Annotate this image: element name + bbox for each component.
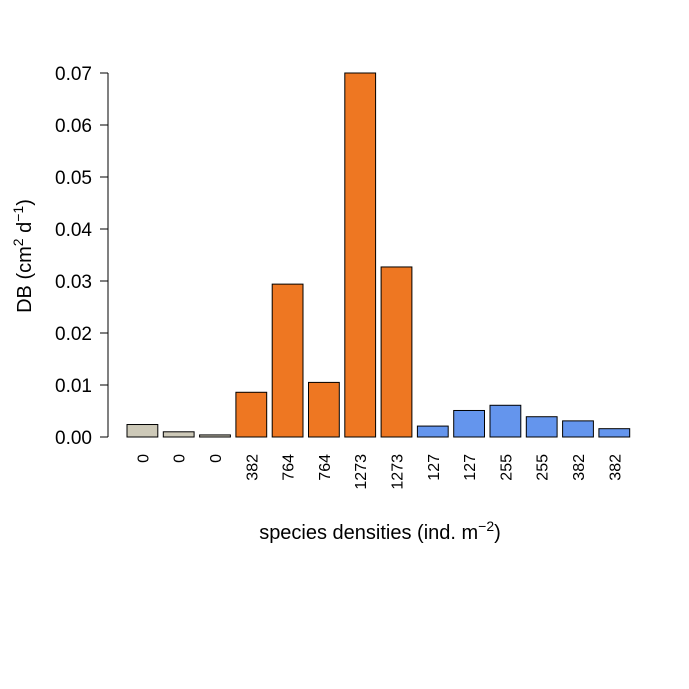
x-tick-label: 382 (244, 454, 261, 481)
bars (126, 72, 631, 438)
bar (308, 381, 340, 438)
y-axis: 0.00 0.01 0.02 0.03 0.04 0.05 0.06 0.07 (55, 64, 109, 449)
x-tick-label: 382 (571, 454, 588, 481)
bar (126, 424, 159, 438)
x-tick-label: 382 (607, 454, 624, 481)
x-tick-label: 0 (172, 454, 189, 463)
bar (489, 404, 522, 438)
bar (525, 416, 558, 438)
x-tick-label: 764 (317, 454, 334, 481)
y-tick-label: 0.03 (55, 272, 92, 293)
x-tick-label: 127 (426, 454, 443, 481)
bar (199, 434, 231, 438)
x-axis-title: species densities (ind. m−2) (259, 518, 501, 544)
y-tick-label: 0.00 (55, 428, 92, 449)
x-tick-label: 255 (535, 454, 552, 481)
x-tick-label: 1273 (353, 454, 370, 490)
bar (380, 266, 413, 438)
bar (344, 72, 377, 438)
x-tick-label: 1273 (390, 454, 407, 490)
x-tick-label: 127 (462, 454, 479, 481)
y-tick-label: 0.04 (55, 220, 92, 241)
y-tick-label: 0.02 (55, 324, 92, 345)
bar (453, 409, 486, 438)
bar (162, 431, 195, 438)
x-tick-label: 255 (498, 454, 515, 481)
x-tick-label: 0 (135, 454, 152, 463)
x-tick-label: 0 (208, 454, 225, 463)
y-tick-label: 0.01 (55, 376, 92, 397)
bar (562, 420, 594, 438)
bar (416, 425, 449, 438)
bar (235, 391, 268, 438)
bar (598, 428, 631, 438)
y-tick-label: 0.06 (55, 116, 92, 137)
bar (271, 283, 304, 438)
y-axis-title: DB (cm2 d−1) (10, 199, 36, 313)
y-tick-label: 0.07 (55, 64, 92, 85)
y-tick-label: 0.05 (55, 168, 92, 189)
x-tick-labels: 0 0 0 382 764 764 1273 1273 127 127 255 255 382 382 (135, 454, 624, 490)
x-tick-label: 764 (281, 454, 298, 481)
